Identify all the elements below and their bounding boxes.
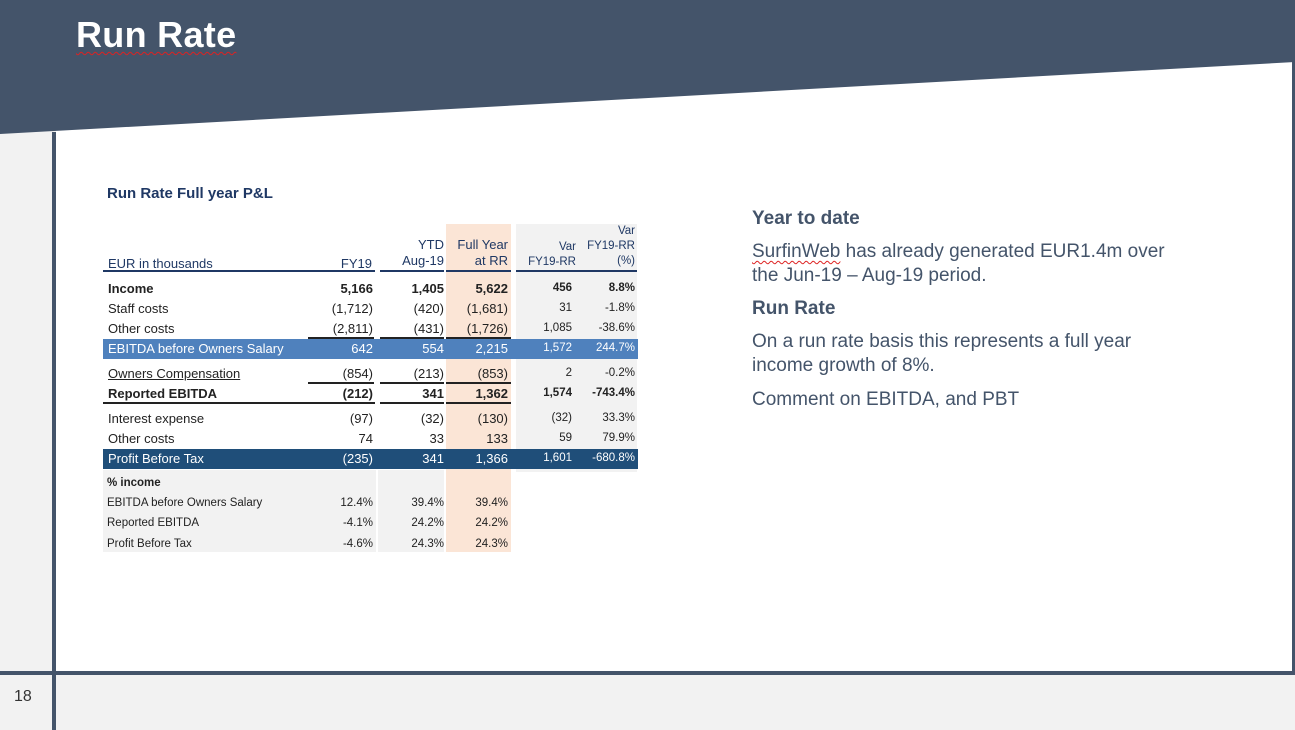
header-rule — [380, 270, 444, 272]
col-header-var: Var FY19-RR — [528, 241, 576, 268]
page-number: 18 — [14, 688, 32, 705]
slide-title: Run Rate — [76, 14, 237, 55]
col-header-full-year: Full Year at RR — [457, 237, 508, 268]
pct-row-ebitda: EBITDA before Owners Salary 12.4% 39.4% … — [107, 497, 508, 509]
table-title: Run Rate Full year P&L — [107, 185, 273, 202]
table-row-profit-before-tax: Profit Before Tax (235) 341 1,366 1,601 … — [103, 449, 638, 469]
table-row-ebitda-before-owners-salary: EBITDA before Owners Salary 642 554 2,21… — [103, 339, 638, 359]
col-header-var-pct: Var FY19-RR (%) — [587, 225, 635, 267]
subtotal-rule — [308, 337, 374, 339]
subtotal-rule — [446, 382, 511, 384]
total-rule — [380, 402, 444, 404]
right-edge-rule — [1292, 60, 1295, 675]
header-rule — [103, 270, 375, 272]
table-row-income: Income 5,166 1,405 5,622 456 8.8% — [108, 281, 635, 296]
commentary-heading-ytd: Year to date — [752, 208, 860, 229]
commentary-paragraph-run-rate: On a run rate basis this represents a fu… — [752, 331, 1132, 376]
total-rule — [446, 402, 511, 404]
commentary-heading-run-rate: Run Rate — [752, 298, 836, 319]
col-header-fy19: FY19 — [340, 256, 372, 271]
table-row-reported-ebitda: Reported EBITDA (212) 341 1,362 1,574 -7… — [108, 386, 635, 401]
left-rule — [52, 132, 56, 730]
pct-label-shade — [103, 470, 376, 552]
header-rule — [516, 270, 637, 272]
pct-ytd-shade — [378, 470, 444, 552]
header-rule — [446, 270, 511, 272]
subtotal-rule — [308, 382, 374, 384]
header-band — [0, 0, 1295, 140]
commentary: Year to date SurfinWeb has already gener… — [752, 208, 1172, 422]
full-year-shade — [446, 224, 511, 552]
pct-row-reported-ebitda: Reported EBITDA -4.1% 24.2% 24.2% — [107, 517, 508, 529]
commentary-paragraph-ytd: SurfinWeb has already generated EUR1.4m … — [752, 241, 1165, 286]
table-row-owners-compensation: Owners Compensation (854) (213) (853) 2 … — [108, 366, 635, 381]
subtotal-rule — [446, 337, 511, 339]
col-header-ytd: YTD Aug-19 — [402, 237, 444, 268]
footer-rule — [0, 671, 1293, 675]
pct-row-profit-before-tax: Profit Before Tax -4.6% 24.3% 24.3% — [107, 538, 508, 550]
table-row-other-costs: Other costs (2,811) (431) (1,726) 1,085 … — [108, 321, 635, 336]
subtotal-rule — [380, 337, 444, 339]
total-rule — [103, 402, 375, 404]
pct-income-header: % income — [107, 477, 161, 489]
table-row-interest-expense: Interest expense (97) (32) (130) (32) 33… — [108, 411, 635, 426]
commentary-paragraph-ebitda: Comment on EBITDA, and PBT — [752, 389, 1020, 410]
table-row-other-costs-2: Other costs 74 33 133 59 79.9% — [108, 431, 635, 446]
table-row-staff-costs: Staff costs (1,712) (420) (1,681) 31 -1.… — [108, 301, 635, 316]
unit-label: EUR in thousands — [108, 256, 213, 271]
subtotal-rule — [380, 382, 444, 384]
